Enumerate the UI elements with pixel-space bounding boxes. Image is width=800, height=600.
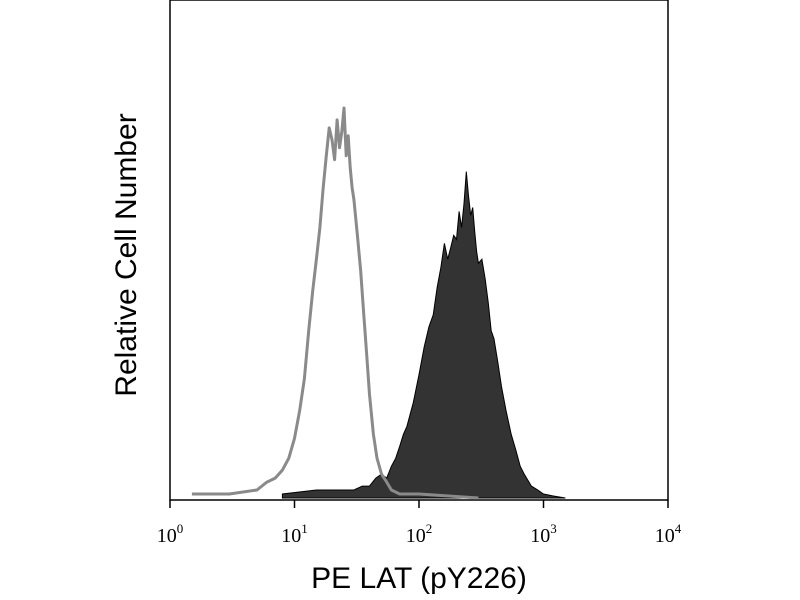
x-tick-label: 104: [655, 521, 682, 547]
x-tick-label: 103: [530, 521, 557, 547]
x-tick-label: 102: [406, 521, 433, 547]
series-filled-histogram: [281, 171, 566, 499]
x-axis-ticks: 100 101 102 103 104: [157, 500, 682, 547]
x-tick-label: 100: [157, 521, 184, 547]
series-outline-histogram: [191, 106, 479, 500]
x-axis-title: PE LAT (pY226): [311, 562, 527, 595]
series-layer: [191, 106, 566, 500]
y-axis-title: Relative Cell Number: [110, 113, 143, 396]
x-tick-label: 101: [281, 521, 308, 547]
